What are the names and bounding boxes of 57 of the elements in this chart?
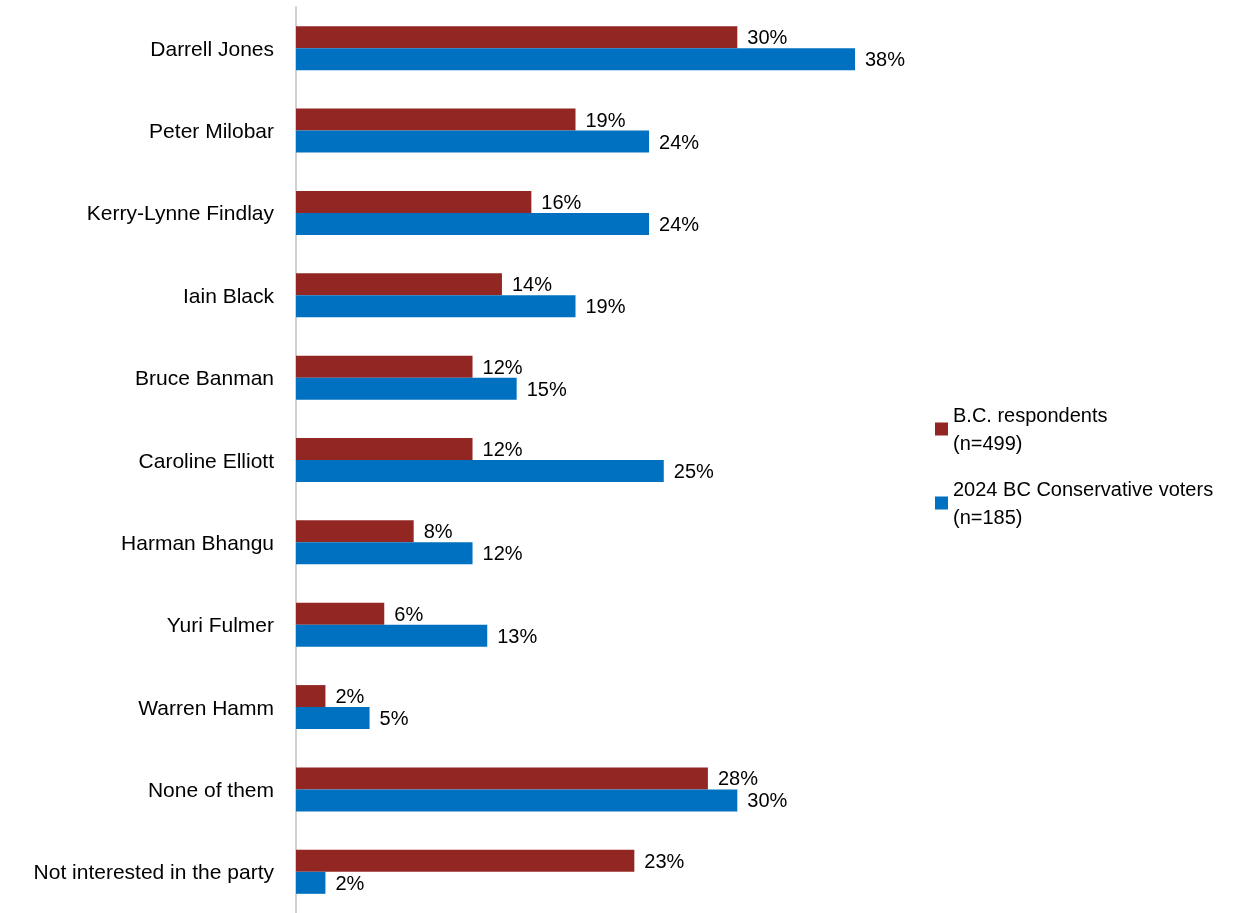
data-label: 25% bbox=[673, 460, 715, 482]
data-label: 6% bbox=[394, 602, 424, 625]
bar bbox=[296, 460, 664, 482]
data-label: 15% bbox=[526, 377, 567, 400]
data-label: 5% bbox=[379, 707, 409, 730]
data-label: 13% bbox=[497, 624, 538, 647]
data-label: 12% bbox=[482, 438, 523, 460]
data-label: 38% bbox=[865, 48, 906, 71]
bar bbox=[296, 377, 517, 400]
bar bbox=[296, 130, 650, 153]
bar bbox=[296, 212, 650, 235]
bar bbox=[296, 273, 502, 296]
bar bbox=[296, 767, 708, 790]
bar bbox=[296, 685, 326, 708]
y-tick-label: Caroline Elliott bbox=[138, 448, 275, 472]
data-label: 24% bbox=[659, 212, 700, 235]
y-tick-label: Kerry-Lynne Findlay bbox=[86, 201, 275, 225]
bar bbox=[296, 849, 635, 872]
bar bbox=[296, 295, 576, 318]
bar bbox=[296, 789, 738, 812]
data-label: 24% bbox=[659, 130, 700, 153]
bar bbox=[296, 26, 738, 49]
bar bbox=[296, 602, 385, 625]
legend-label: B.C. respondents (n=499) bbox=[953, 404, 1108, 454]
bar bbox=[296, 48, 855, 71]
data-label: 2% bbox=[335, 685, 365, 708]
bar bbox=[296, 707, 370, 730]
bar bbox=[296, 108, 576, 131]
data-label: 28% bbox=[717, 767, 759, 790]
bar bbox=[296, 624, 488, 647]
y-tick-label: Darrell Jones bbox=[150, 36, 274, 60]
bar bbox=[296, 438, 473, 460]
data-label: 23% bbox=[644, 849, 685, 872]
y-tick-label: Bruce Banman bbox=[135, 366, 274, 390]
y-tick-label: Not interested in the party bbox=[33, 860, 275, 884]
y-tick-label: Peter Milobar bbox=[149, 119, 274, 143]
y-tick-label: Yuri Fulmer bbox=[166, 613, 275, 637]
data-label: 12% bbox=[482, 355, 523, 378]
data-label: 16% bbox=[541, 190, 582, 213]
data-label: 8% bbox=[423, 520, 453, 543]
bar bbox=[296, 190, 532, 213]
data-label: 19% bbox=[585, 108, 626, 131]
data-label: 19% bbox=[585, 295, 626, 318]
bar bbox=[296, 520, 414, 543]
y-tick-label: Iain Black bbox=[182, 283, 275, 307]
data-label: 30% bbox=[747, 789, 788, 812]
bar bbox=[296, 871, 326, 894]
bar bbox=[296, 542, 473, 565]
bar bbox=[296, 355, 473, 378]
data-label: 30% bbox=[747, 26, 788, 49]
legend-label: 2024 BC Conservative voters (n=185) bbox=[953, 478, 1214, 528]
data-label: 12% bbox=[482, 542, 523, 565]
data-label: 14% bbox=[511, 273, 553, 296]
y-tick-label: Warren Hamm bbox=[138, 695, 274, 719]
y-tick-label: Harman Bhangu bbox=[121, 530, 274, 554]
y-tick-label: None of them bbox=[147, 777, 274, 801]
data-label: 2% bbox=[335, 871, 365, 894]
